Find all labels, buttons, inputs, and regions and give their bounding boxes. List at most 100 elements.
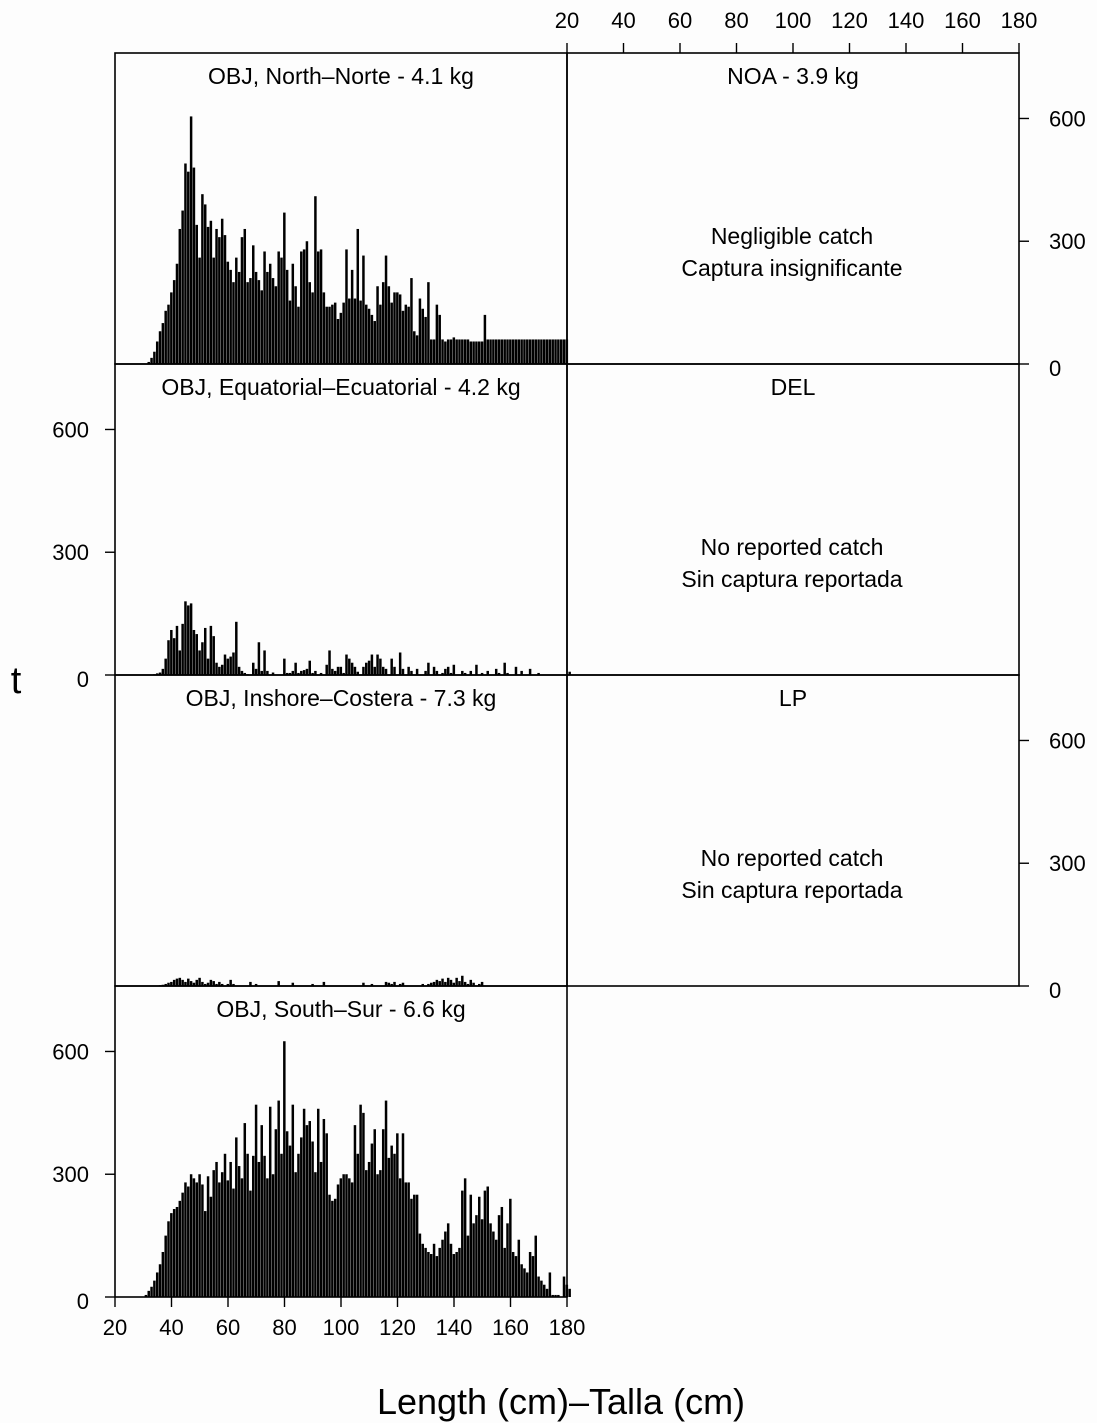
bar-obj-north-176 xyxy=(554,339,557,364)
bar-obj-north-58 xyxy=(220,218,224,364)
bar-obj-equatorial-55 xyxy=(212,636,215,676)
bar-obj-south-59 xyxy=(223,1153,227,1297)
bar-obj-north-59 xyxy=(223,235,227,364)
bar-obj-inshore-56 xyxy=(215,983,218,986)
bar-obj-north-143 xyxy=(461,339,464,364)
bar-obj-north-56 xyxy=(215,228,218,364)
bar-obj-north-63 xyxy=(235,257,238,364)
bar-obj-north-155 xyxy=(494,339,498,364)
bar-obj-north-77 xyxy=(274,286,278,364)
bar-obj-inshore-145 xyxy=(466,983,470,986)
panel-frame-noa xyxy=(566,52,1020,365)
bar-obj-north-144 xyxy=(463,339,467,364)
bar-obj-equatorial-127 xyxy=(415,668,419,675)
bar-obj-south-112 xyxy=(373,1129,376,1297)
bar-obj-inshore-116 xyxy=(384,981,388,986)
bar-obj-south-135 xyxy=(438,1247,441,1297)
bar-obj-inshore-138 xyxy=(446,977,450,986)
text-layer: OBJ, North–Norte - 4.1 kg NOA - 3.9 kg Neg… xyxy=(11,8,1086,1422)
bar-obj-north-96 xyxy=(328,306,331,364)
bar-obj-equatorial-43 xyxy=(178,650,182,675)
bar-obj-north-33 xyxy=(150,357,153,364)
bar-obj-north-139 xyxy=(449,339,453,364)
bar-obj-south-123 xyxy=(404,1182,408,1297)
bar-obj-south-140 xyxy=(452,1254,456,1297)
bar-obj-equatorial-37 xyxy=(161,668,165,675)
bar-obj-inshore-118 xyxy=(390,983,393,986)
bar-obj-north-164 xyxy=(520,339,523,364)
bar-obj-north-150 xyxy=(480,341,484,364)
bar-obj-equatorial-99 xyxy=(336,666,340,675)
bar-obj-north-141 xyxy=(455,339,458,364)
bar-obj-north-168 xyxy=(531,339,535,364)
bar-obj-equatorial-64 xyxy=(237,666,241,675)
bar-obj-inshore-137 xyxy=(444,981,447,986)
bar-obj-equatorial-137 xyxy=(444,668,447,675)
bar-obj-north-98 xyxy=(333,302,337,364)
bar-obj-north-130 xyxy=(424,316,427,364)
bar-obj-north-75 xyxy=(268,263,272,364)
bar-obj-north-147 xyxy=(472,341,475,364)
bar-obj-north-112 xyxy=(373,321,376,364)
bar-obj-north-32 xyxy=(147,361,150,364)
bar-obj-south-130 xyxy=(424,1247,427,1297)
bar-obj-inshore-58 xyxy=(220,983,224,986)
bar-obj-north-148 xyxy=(475,341,478,364)
bar-obj-north-157 xyxy=(500,339,504,364)
bar-obj-equatorial-60 xyxy=(226,658,230,675)
bar-obj-equatorial-143 xyxy=(461,670,464,675)
bar-obj-inshore-70 xyxy=(254,983,258,986)
bar-obj-north-154 xyxy=(492,339,495,364)
bar-obj-south-119 xyxy=(393,1153,396,1297)
bar-obj-south-98 xyxy=(333,1198,337,1297)
bar-obj-inshore-54 xyxy=(209,979,213,986)
bar-obj-south-107 xyxy=(359,1104,362,1297)
bar-obj-south-35 xyxy=(155,1272,159,1297)
bar-obj-equatorial-170 xyxy=(537,672,540,675)
bar-obj-south-55 xyxy=(212,1170,215,1297)
bar-obj-north-160 xyxy=(509,339,512,364)
bar-obj-north-171 xyxy=(540,339,543,364)
bar-obj-south-171 xyxy=(540,1280,543,1297)
bar-obj-south-116 xyxy=(384,1100,388,1297)
bar-obj-south-175 xyxy=(551,1294,554,1297)
bar-obj-inshore-62 xyxy=(232,983,235,986)
bar-obj-south-149 xyxy=(478,1196,481,1297)
panel-note-noa-1: Captura insignificante xyxy=(681,255,902,281)
xtick-label-top-180: 180 xyxy=(1001,8,1038,33)
bar-obj-north-57 xyxy=(218,237,221,364)
bar-obj-north-109 xyxy=(365,304,368,364)
bar-obj-south-165 xyxy=(523,1268,526,1297)
bar-obj-north-70 xyxy=(254,271,258,364)
bar-obj-south-96 xyxy=(328,1194,331,1297)
bar-obj-equatorial-105 xyxy=(353,666,357,675)
bar-obj-inshore-147 xyxy=(472,982,475,986)
bar-obj-equatorial-35 xyxy=(155,673,159,675)
bar-obj-south-155 xyxy=(494,1239,498,1297)
bar-obj-equatorial-45 xyxy=(184,601,187,675)
bar-obj-equatorial-121 xyxy=(398,652,402,675)
bar-obj-equatorial-76 xyxy=(271,672,275,675)
bar-obj-equatorial-73 xyxy=(263,650,266,675)
bar-obj-north-115 xyxy=(381,282,385,364)
bar-obj-north-37 xyxy=(161,323,165,364)
bar-obj-south-36 xyxy=(158,1264,162,1297)
bar-obj-south-56 xyxy=(215,1161,218,1297)
bar-obj-south-75 xyxy=(268,1106,272,1297)
bar-obj-south-108 xyxy=(362,1112,365,1297)
bar-obj-north-163 xyxy=(517,339,521,364)
bar-obj-equatorial-116 xyxy=(384,668,388,675)
bar-obj-south-117 xyxy=(387,1157,391,1297)
bar-obj-north-165 xyxy=(523,339,526,364)
bar-obj-north-156 xyxy=(497,339,501,364)
bar-obj-south-129 xyxy=(421,1243,424,1297)
bar-obj-south-127 xyxy=(415,1194,419,1297)
xtick-label-top-40: 40 xyxy=(611,8,635,33)
bar-obj-north-134 xyxy=(435,304,439,364)
xtick-label-bottom-120: 120 xyxy=(379,1315,416,1340)
bar-obj-equatorial-82 xyxy=(288,672,292,675)
bar-obj-south-120 xyxy=(396,1133,399,1297)
bar-obj-south-34 xyxy=(153,1280,156,1297)
bar-obj-south-90 xyxy=(311,1141,314,1297)
bar-obj-north-137 xyxy=(444,341,447,364)
